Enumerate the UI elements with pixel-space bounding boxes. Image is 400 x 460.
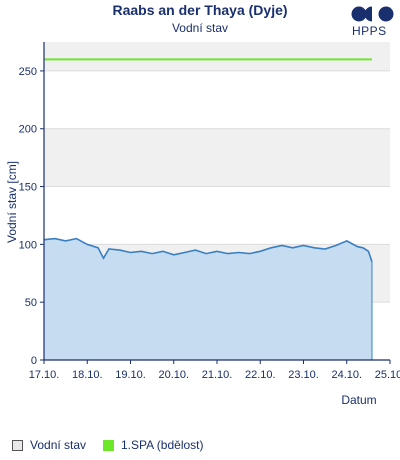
x-tick-label-2: 19.10. (115, 369, 146, 381)
water-level-line (43, 237, 373, 262)
y-axis-label: Vodní stav [cm] (5, 161, 19, 243)
x-axis-label: Datum (341, 393, 376, 407)
x-tick-label-5: 22.10. (245, 369, 276, 381)
x-tick-label-0: 17.10. (29, 369, 60, 381)
x-tick-label-8: 25.10. (375, 369, 400, 381)
y-tick-label-200: 200 (19, 124, 37, 136)
x-tick-label-3: 20.10. (158, 369, 189, 381)
x-tick-labels: 17.10. 18.10. 19.10. 20.10. 21.10. 22.10. 23.1… (29, 360, 400, 381)
y-tick-label-50: 50 (25, 297, 37, 309)
hpps-logo-icon (351, 6, 394, 22)
logo-text: HPPS (352, 24, 387, 38)
y-tick-labels: 0 50 100 150 200 250 (19, 66, 44, 367)
legend-label-water-level: Vodní stav (30, 438, 87, 452)
y-tick-label-150: 150 (19, 182, 37, 194)
y-tick-label-250: 250 (19, 66, 37, 78)
x-tick-label-4: 21.10. (202, 369, 233, 381)
x-tick-label-1: 18.10. (72, 369, 103, 381)
y-tick-label-0: 0 (31, 355, 37, 367)
x-tick-label-6: 23.10. (288, 369, 319, 381)
water-level-area (44, 238, 372, 360)
grid-band-1 (44, 128, 390, 187)
chart-title: Raabs an der Thaya (Dyje) (112, 2, 288, 18)
x-tick-label-7: 24.10. (331, 369, 362, 381)
chart-subtitle: Vodní stav (171, 21, 229, 35)
legend-label-spa: 1.SPA (bdělost) (121, 438, 204, 452)
legend-swatch-water-level (12, 440, 23, 451)
legend-swatch-spa (103, 440, 114, 451)
series-layer (43, 58, 373, 360)
y-tick-label-100: 100 (19, 239, 37, 251)
grid-band-2 (44, 42, 390, 71)
